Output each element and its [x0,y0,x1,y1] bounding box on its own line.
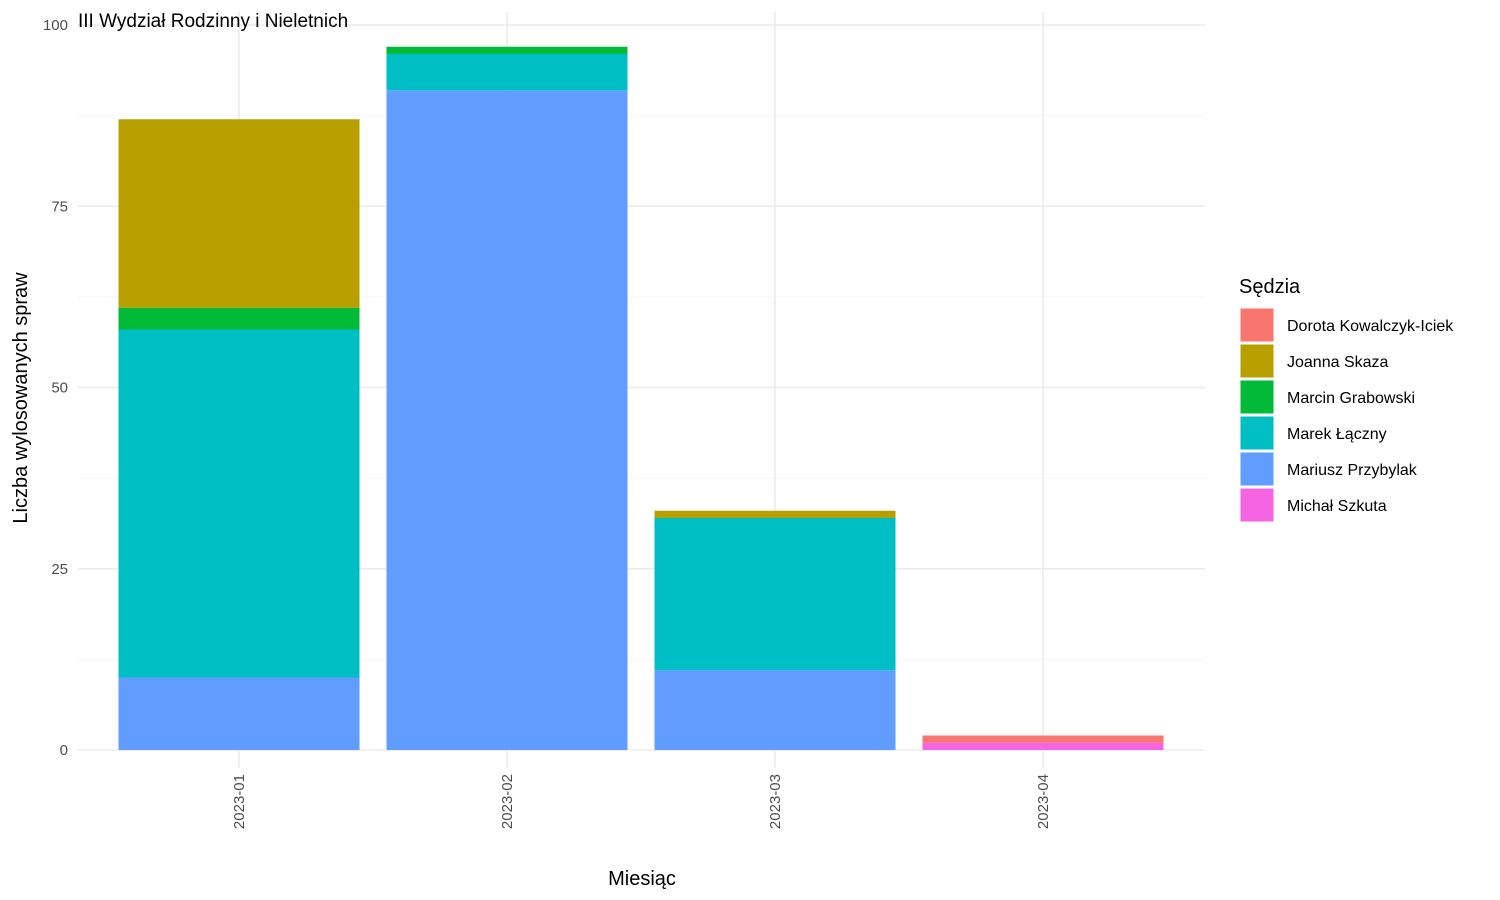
x-tick-label: 2023-01 [231,774,248,829]
bar-segment [386,54,628,91]
legend-label: Dorota Kowalczyk-Iciek [1287,318,1454,335]
bar-segment [654,510,896,518]
legend-title: Sędzia [1239,276,1301,298]
x-tick-label: 2023-03 [767,774,784,829]
legend-label: Michał Szkuta [1287,498,1387,515]
legend-swatch [1239,451,1275,487]
bar-segment [922,735,1164,743]
y-axis-ticks: 0 25 50 75 100 [43,17,68,759]
legend-swatch [1239,415,1275,451]
legend-label: Marek Łączny [1287,426,1387,443]
bar-segment [386,90,628,750]
legend-swatch [1239,379,1275,415]
bar-segment [118,119,360,308]
bar-segment [118,677,360,750]
bar-segment [654,518,896,671]
legend-label: Marcin Grabowski [1287,390,1415,407]
x-tick-label: 2023-02 [499,774,516,829]
legend-label: Joanna Skaza [1287,354,1389,371]
legend-swatch [1239,487,1275,523]
bar-segment [654,670,896,750]
x-tick-label: 2023-04 [1035,774,1052,829]
legend-swatch [1239,343,1275,379]
y-tick-label: 50 [51,380,68,397]
bar-segment [118,329,360,678]
bars [118,46,1164,750]
legend: Sędzia Dorota Kowalczyk-Iciek Joanna Skaz… [1239,276,1454,523]
y-tick-label: 75 [51,198,68,215]
y-axis-title: Liczba wylosowanych spraw [10,272,32,524]
y-tick-label: 0 [60,742,68,759]
bar-segment [922,742,1164,750]
legend-items: Dorota Kowalczyk-Iciek Joanna Skaza Marcin… [1239,307,1454,523]
x-axis-title: Miesiąc [608,868,676,890]
x-axis-ticks: 2023-01 2023-02 2023-03 2023-04 [231,774,1052,829]
y-tick-label: 100 [43,17,68,34]
y-tick-label: 25 [51,561,68,578]
legend-label: Mariusz Przybylak [1287,462,1418,479]
bar-segment [118,307,360,330]
bar-segment [386,46,628,54]
legend-swatch [1239,307,1275,343]
chart-title: III Wydział Rodzinny i Nieletnich [78,11,348,32]
